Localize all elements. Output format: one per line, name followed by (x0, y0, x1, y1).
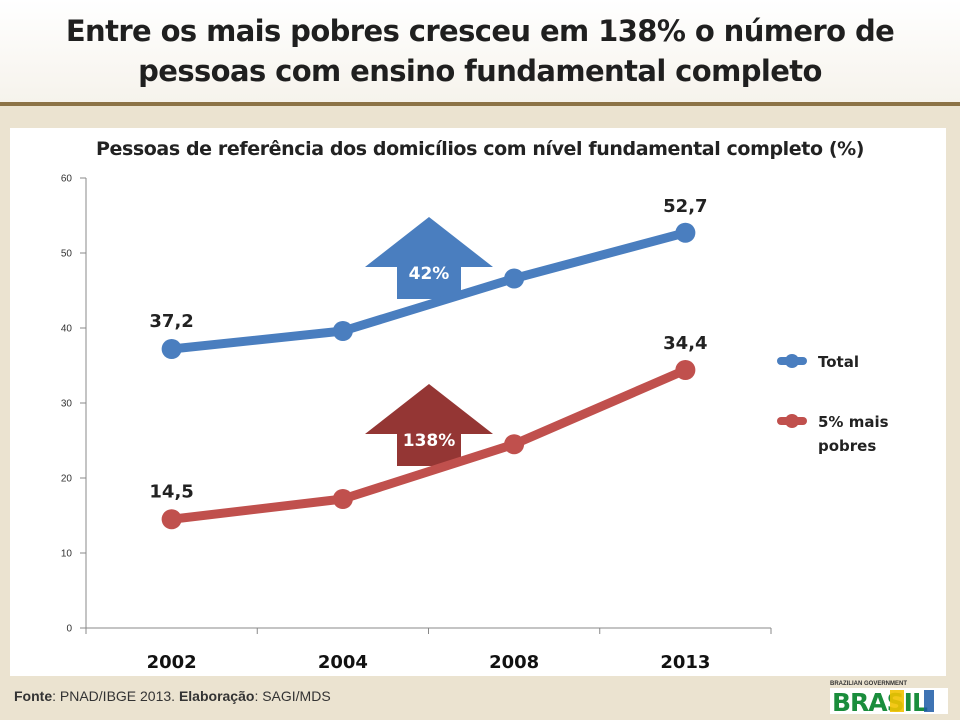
x-tick-label: 2013 (660, 652, 710, 673)
data-point (161, 339, 182, 359)
y-tick-label: 30 (61, 399, 73, 410)
data-point (675, 222, 696, 243)
data-point (332, 321, 353, 341)
logo-main-text: BRASIL (832, 688, 928, 716)
growth-arrow (365, 384, 493, 466)
data-point (161, 509, 182, 530)
series-line (167, 365, 690, 524)
data-point (504, 268, 525, 289)
data-label: 52,7 (663, 196, 707, 217)
legend-label: 5% mais pobres (818, 413, 889, 455)
data-point (332, 489, 353, 509)
y-tick-label: 20 (61, 474, 73, 485)
elaboration-label: Elaboração (178, 688, 255, 704)
y-tick-label: 0 (66, 624, 72, 635)
slide-title: Entre os mais pobres cresceu em 138% o n… (0, 0, 960, 106)
legend-marker (785, 414, 799, 428)
y-tick-label: 50 (61, 249, 73, 260)
growth-arrow-label: 42% (409, 264, 450, 284)
brasil-government-logo: BRAZILIAN GOVERNMENT BRASIL (830, 681, 948, 716)
source-note: Fonte: PNAD/IBGE 2013. Elaboração: SAGI/… (14, 688, 331, 704)
legend-label: Total (818, 353, 859, 371)
data-point (504, 434, 525, 455)
series-line (167, 228, 690, 354)
data-point (675, 360, 696, 380)
x-tick-label: 2004 (318, 652, 368, 673)
data-label: 14,5 (149, 481, 193, 502)
growth-arrow (365, 217, 493, 299)
data-label: 37,2 (149, 311, 193, 332)
y-tick-label: 40 (61, 324, 73, 335)
slide-title-text: Entre os mais pobres cresceu em 138% o n… (65, 14, 895, 88)
x-tick-label: 2008 (489, 652, 539, 673)
logo-top-text: BRAZILIAN GOVERNMENT (830, 681, 907, 687)
legend-marker (785, 354, 799, 368)
growth-arrow-label: 138% (403, 431, 456, 451)
chart-title: Pessoas de referência dos domicílios com… (95, 138, 865, 160)
data-label: 34,4 (663, 333, 707, 354)
y-tick-label: 10 (61, 549, 73, 560)
chart-panel (10, 128, 946, 676)
source-value: : PNAD/IBGE 2013. (52, 688, 179, 704)
x-tick-label: 2002 (147, 652, 197, 673)
y-tick-label: 60 (61, 174, 73, 185)
source-label: Fonte (14, 688, 53, 704)
elaboration-value: : SAGI/MDS (254, 688, 331, 704)
